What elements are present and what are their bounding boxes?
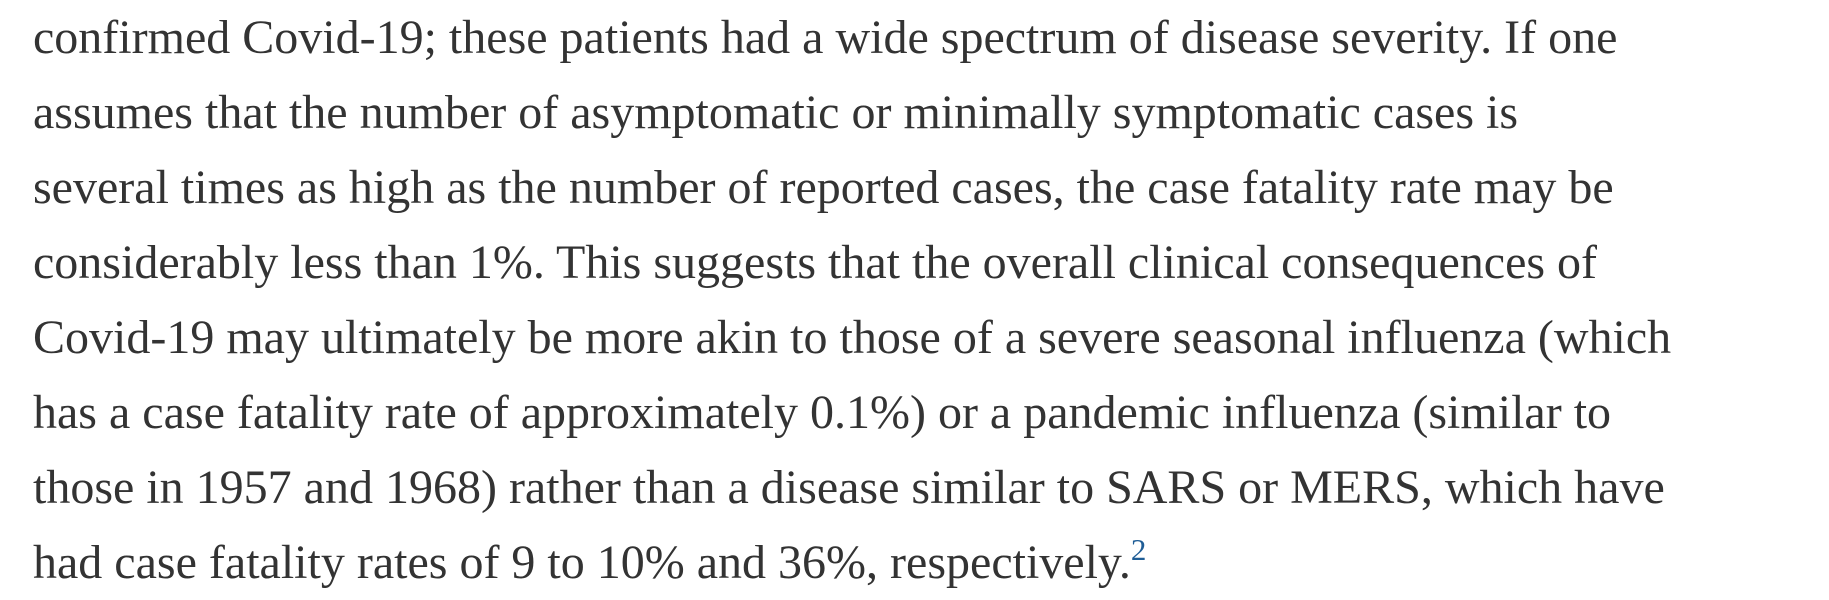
paragraph-line-text: had case fatality rates of 9 to 10% and … bbox=[33, 536, 1131, 589]
paragraph-line: assumes that the number of asymptomatic … bbox=[33, 86, 1519, 139]
paragraph-line: several times as high as the number of r… bbox=[33, 161, 1614, 214]
paragraph-line: those in 1957 and 1968) rather than a di… bbox=[33, 461, 1665, 514]
article-paragraph: confirmed Covid-19; these patients had a… bbox=[33, 0, 1823, 600]
reference-link[interactable]: 2 bbox=[1130, 532, 1147, 567]
paragraph-line: considerably less than 1%. This suggests… bbox=[33, 236, 1598, 289]
paragraph-line: Covid-19 may ultimately be more akin to … bbox=[33, 311, 1672, 364]
paragraph-line: confirmed Covid-19; these patients had a… bbox=[33, 11, 1618, 64]
paragraph-line-last: had case fatality rates of 9 to 10% and … bbox=[33, 525, 1823, 600]
paragraph-line: has a case fatality rate of approximatel… bbox=[33, 386, 1612, 439]
